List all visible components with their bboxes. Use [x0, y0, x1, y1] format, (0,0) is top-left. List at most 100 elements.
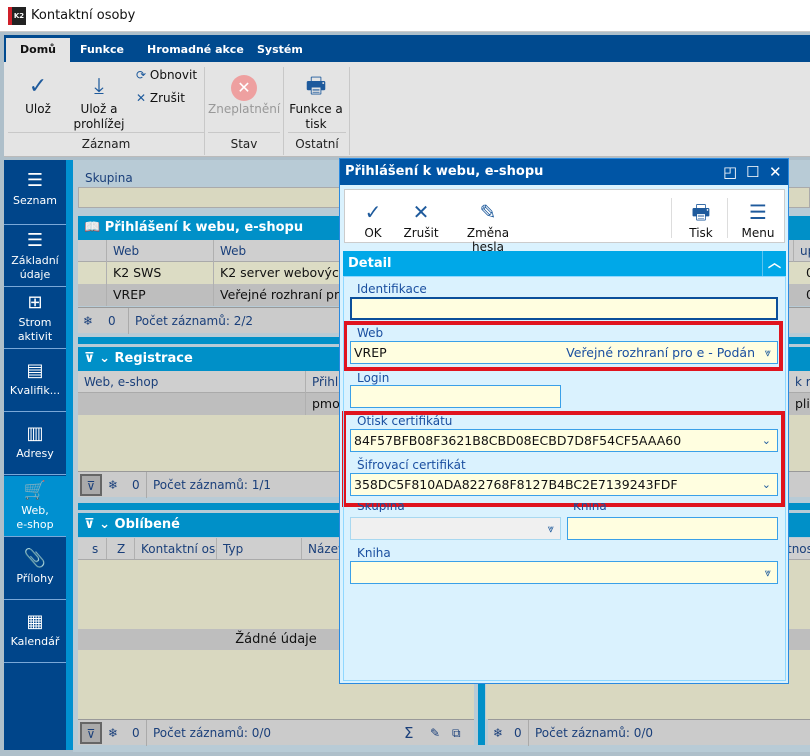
dialog-title-bar: Přihlášení k webu, e-shopu ◰ ☐ ✕: [340, 159, 788, 185]
pencil-icon: ✎: [479, 200, 497, 224]
identifikace-label: Identifikace: [357, 282, 427, 296]
chevron-down-icon[interactable]: ⌄: [761, 434, 771, 447]
detail-section-header: Detail ︿: [343, 251, 786, 276]
column-header-web-eshop[interactable]: Web, e-shop: [84, 375, 159, 389]
snowflake-icon[interactable]: ❄: [83, 314, 94, 328]
skupina-select: ⩔: [350, 517, 561, 540]
refresh-button[interactable]: ⟳ Obnovit: [136, 68, 198, 82]
chevron-down-icon[interactable]: ⌄: [761, 478, 771, 491]
column-header-web-code[interactable]: Web: [106, 240, 139, 262]
tab-system[interactable]: Systém: [257, 43, 303, 56]
save-and-view-button[interactable]: ⤓ Ulož a prohlížej: [68, 72, 130, 132]
snowflake-icon[interactable]: ❄: [493, 726, 504, 740]
group-label-zaznam: Záznam: [81, 137, 131, 151]
add-record-icon[interactable]: ⧉: [452, 726, 461, 740]
tab-funkce[interactable]: Funkce: [80, 43, 124, 56]
right-panel-footer: ❄ 0 Počet záznamů: 0/0: [488, 719, 810, 746]
close-icon: ✕: [136, 91, 150, 105]
dock-icon[interactable]: ◰: [723, 163, 738, 181]
lookup-icon[interactable]: ⩔: [764, 566, 771, 579]
snowflake-icon[interactable]: ❄: [108, 478, 119, 492]
functions-print-button[interactable]: 🖶 Funkce a tisk: [289, 74, 343, 131]
kniha-label: Kniha: [573, 503, 607, 512]
print-button[interactable]: 🖶 Tisk: [681, 198, 721, 240]
column-header-web-name[interactable]: Web: [213, 240, 339, 262]
ok-button[interactable]: ✓ OK: [355, 198, 391, 240]
calendar-icon: ▦: [26, 611, 44, 632]
save-button[interactable]: ✓ Ulož: [18, 72, 58, 117]
sidebar-item-web-eshop[interactable]: 🛒 Web, e-shop: [4, 476, 66, 537]
sidebar-item-kalendar[interactable]: ▦ Kalendář: [4, 601, 66, 663]
otisk-select[interactable]: 84F57BFB08F3621B8CBD08ECBD7D8F54CF5AAA60…: [350, 429, 778, 452]
column-header-typ[interactable]: Typ: [216, 538, 300, 559]
otisk-label: Otisk certifikátu: [357, 414, 453, 428]
oblibene-footer: ⊽ ❄ 0 Počet záznamů: 0/0 Σ ✎ ⧉: [78, 719, 474, 746]
highlight-box: [342, 411, 785, 507]
kniha2-label: Kniha: [357, 546, 391, 560]
invalidate-button: ✕ Zneplatnění: [208, 72, 280, 117]
title-bar: K2 Kontaktní osoby: [0, 0, 810, 32]
filter-icon[interactable]: ⊽: [84, 517, 100, 532]
sidebar-item-zakladni-udaje[interactable]: ☰ Základní údaje: [4, 226, 66, 287]
save-arrow-icon: ⤓: [94, 74, 104, 99]
login-dialog: Přihlášení k webu, e-shopu ◰ ☐ ✕ ✓ OK ✕ Zr…: [339, 158, 789, 684]
maximize-icon[interactable]: ☐: [746, 163, 760, 181]
kniha-input[interactable]: [567, 517, 778, 540]
building-icon: ▥: [26, 423, 44, 444]
cancel-button[interactable]: ✕ Zrušit: [401, 198, 441, 240]
column-header-z[interactable]: Z: [106, 538, 125, 559]
sidebar-item-strom-aktivit[interactable]: ⊞ Strom aktivit: [4, 288, 66, 349]
pencil-icon[interactable]: ✎: [430, 726, 441, 740]
certificate-icon: ▤: [26, 360, 44, 381]
ribbon-tabs: Domů Funkce Hromadné akce Systém: [4, 35, 810, 62]
close-icon[interactable]: ✕: [769, 163, 782, 181]
snowflake-icon[interactable]: ❄: [108, 726, 119, 740]
cancel-circle-icon: ✕: [208, 72, 280, 102]
tab-domu[interactable]: Domů: [6, 38, 70, 62]
group-label-stav: Stav: [230, 137, 258, 151]
sidebar-item-prilohy[interactable]: 📎 Přílohy: [4, 538, 66, 600]
highlight-box: [343, 321, 783, 371]
lookup-icon[interactable]: ⩔: [764, 346, 771, 359]
login-input[interactable]: [350, 385, 561, 408]
skupina-label: Skupina: [357, 503, 405, 512]
column-header-skupina[interactable]: upina: [793, 240, 810, 262]
sidebar-item-seznam[interactable]: ☰ Seznam: [4, 160, 66, 225]
details-icon: ☰: [26, 230, 44, 251]
sifrovaci-select[interactable]: 358DC5F810ADA822768F8127B4BC2E7139243FDF…: [350, 473, 778, 496]
web-select[interactable]: VREP Veřejné rozhraní pro e - Podán ⩔: [350, 341, 778, 364]
chevron-down-icon[interactable]: ⌄: [99, 517, 115, 532]
sum-icon[interactable]: Σ: [404, 724, 414, 742]
list-icon: ☰: [26, 170, 44, 191]
menu-button[interactable]: ☰ Menu: [735, 198, 781, 240]
login-label: Login: [357, 371, 390, 385]
sidebar-item-kvalifikace[interactable]: ▤ Kvalifik...: [4, 350, 66, 412]
chevron-down-icon[interactable]: ⌄: [99, 351, 115, 366]
tree-icon: ⊞: [27, 292, 43, 313]
sidebar-divider: [66, 160, 73, 750]
skupina-label: Skupina: [85, 171, 133, 185]
lookup-icon: ⩔: [547, 522, 554, 535]
column-header-fragment[interactable]: k re: [788, 371, 810, 393]
sidebar-item-adresy[interactable]: ▥ Adresy: [4, 413, 66, 475]
change-password-button[interactable]: ✎ Změna hesla: [451, 198, 525, 254]
filter-icon[interactable]: ⊽: [80, 722, 102, 744]
app-logo: K2: [8, 7, 26, 25]
column-header-nazev[interactable]: Název: [301, 538, 339, 559]
identifikace-input[interactable]: [350, 297, 778, 320]
column-header-kontaktni-osoba[interactable]: Kontaktní osob: [134, 538, 216, 559]
kniha2-select[interactable]: ⩔: [350, 561, 778, 584]
printer-icon: 🖶: [691, 200, 711, 224]
printer-icon: 🖶: [305, 74, 327, 99]
tab-hromadne-akce[interactable]: Hromadné akce: [147, 43, 244, 56]
column-header-s[interactable]: s: [92, 542, 99, 556]
sidebar: ☰ Seznam ☰ Základní údaje ⊞ Strom aktivit ▤…: [4, 160, 66, 750]
chevron-up-icon[interactable]: ︿: [762, 251, 786, 276]
column-header-prihlaseni[interactable]: Přihla: [305, 371, 339, 393]
filter-icon[interactable]: ⊽: [80, 474, 102, 496]
filter-icon[interactable]: ⊽: [84, 351, 100, 366]
window-title: Kontaktní osoby: [31, 8, 136, 23]
cancel-button[interactable]: ✕ Zrušit: [136, 91, 185, 105]
check-icon: ✓: [28, 74, 48, 99]
hamburger-icon: ☰: [749, 200, 767, 224]
